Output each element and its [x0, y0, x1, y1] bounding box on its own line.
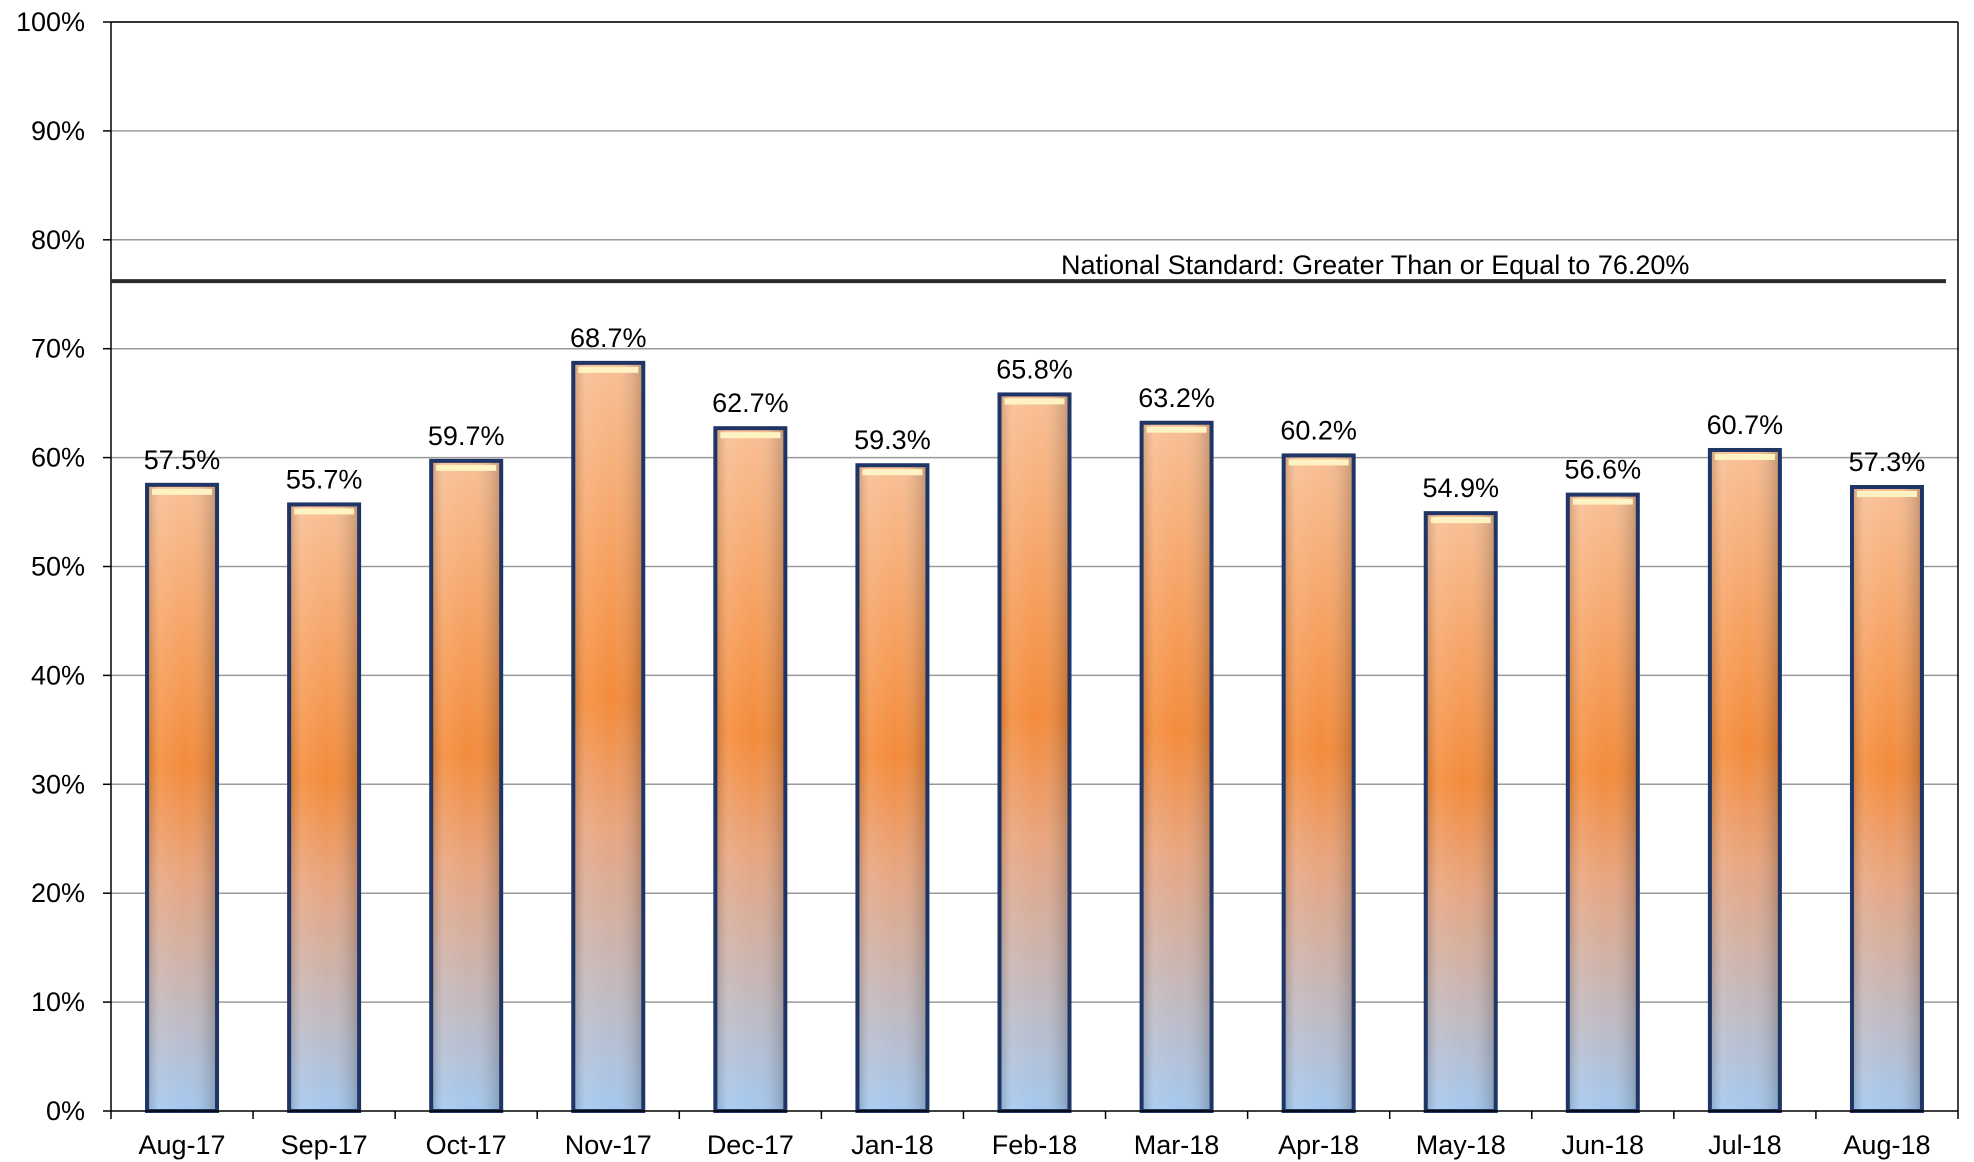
bar-apr-18 — [1281, 453, 1356, 1113]
bar-shading — [147, 484, 218, 1111]
bar-jun-18 — [1565, 492, 1640, 1114]
y-tick-label: 80% — [31, 225, 85, 255]
bar-sep-17 — [287, 502, 362, 1113]
bar-nov-17 — [571, 360, 646, 1113]
bar-dec-17 — [713, 426, 788, 1113]
data-label: 59.7% — [428, 421, 505, 451]
data-label: 65.8% — [996, 354, 1073, 384]
y-tick-label: 90% — [31, 116, 85, 146]
reference-line-group: National Standard: Greater Than or Equal… — [111, 250, 1946, 284]
bar-oct-17 — [429, 458, 504, 1113]
y-tick-label: 10% — [31, 987, 85, 1017]
x-tick-label: Apr-18 — [1278, 1130, 1359, 1160]
bar-may-18 — [1423, 511, 1498, 1113]
data-label: 55.7% — [286, 464, 363, 494]
x-tick-label: Oct-17 — [426, 1130, 507, 1160]
data-label: 60.7% — [1707, 410, 1784, 440]
bar-cap-highlight — [294, 508, 355, 515]
y-tick-label: 0% — [46, 1096, 85, 1126]
bar-shading — [1709, 449, 1780, 1111]
data-label: 54.9% — [1422, 473, 1499, 503]
bar-jul-18 — [1707, 447, 1782, 1113]
y-tick-label: 20% — [31, 878, 85, 908]
bar-aug-17 — [145, 482, 220, 1113]
bar-mar-18 — [1139, 420, 1214, 1113]
bar-cap-highlight — [1572, 498, 1633, 505]
axes — [103, 21, 1959, 1119]
y-tick-label: 70% — [31, 334, 85, 364]
data-label: 60.2% — [1280, 415, 1357, 445]
bar-shading — [999, 394, 1070, 1111]
x-tick-label: May-18 — [1416, 1130, 1506, 1160]
bar-feb-18 — [997, 392, 1072, 1113]
bar-aug-18 — [1849, 485, 1924, 1113]
x-tick-label: Jul-18 — [1708, 1130, 1782, 1160]
x-tick-label: Dec-17 — [707, 1130, 794, 1160]
bar-cap-highlight — [1856, 491, 1917, 498]
x-tick-label: Aug-17 — [138, 1130, 225, 1160]
labels: 0% 10% 20% 30% 40% 50% 60% 70% 80% 90% 100% 57.5% Au… — [16, 7, 1931, 1160]
x-tick-label: Mar-18 — [1134, 1130, 1220, 1160]
y-tick-label: 100% — [16, 7, 85, 37]
x-tick-label: Sep-17 — [281, 1130, 368, 1160]
x-tick-label: Feb-18 — [992, 1130, 1078, 1160]
y-tick-label: 40% — [31, 660, 85, 690]
bar-cap-highlight — [1430, 517, 1491, 524]
bar-cap-highlight — [436, 464, 497, 471]
bar-jan-18 — [855, 463, 930, 1113]
bar-cap-highlight — [1146, 426, 1207, 433]
bar-cap-highlight — [862, 469, 923, 476]
bar-cap-highlight — [1288, 459, 1349, 466]
x-tick-label: Aug-18 — [1843, 1130, 1930, 1160]
y-tick-label: 30% — [31, 769, 85, 799]
national-standard-label: National Standard: Greater Than or Equal… — [1061, 250, 1689, 280]
bar-shading — [1283, 455, 1354, 1111]
bar-shading — [1851, 487, 1922, 1111]
bars — [145, 360, 1924, 1114]
bar-shading — [857, 465, 928, 1111]
data-label: 56.6% — [1565, 455, 1642, 485]
bar-cap-highlight — [152, 488, 213, 495]
bar-shading — [573, 362, 644, 1111]
bar-cap-highlight — [578, 366, 639, 373]
y-tick-label: 60% — [31, 443, 85, 473]
bar-cap-highlight — [1714, 453, 1775, 460]
x-tick-label: Nov-17 — [565, 1130, 652, 1160]
bar-shading — [1141, 422, 1212, 1111]
y-tick-label: 50% — [31, 552, 85, 582]
data-label: 62.7% — [712, 388, 789, 418]
bar-cap-highlight — [1004, 398, 1065, 405]
data-label: 63.2% — [1138, 383, 1215, 413]
x-tick-label: Jan-18 — [851, 1130, 934, 1160]
bar-cap-highlight — [720, 432, 781, 439]
data-label: 57.3% — [1849, 447, 1926, 477]
bar-shading — [1567, 494, 1638, 1112]
bar-shading — [715, 428, 786, 1111]
bar-shading — [289, 504, 360, 1111]
bar-shading — [1425, 513, 1496, 1111]
x-tick-label: Jun-18 — [1562, 1130, 1645, 1160]
data-label: 59.3% — [854, 425, 931, 455]
data-label: 68.7% — [570, 323, 647, 353]
bar-shading — [431, 460, 502, 1111]
data-label: 57.5% — [144, 445, 221, 475]
